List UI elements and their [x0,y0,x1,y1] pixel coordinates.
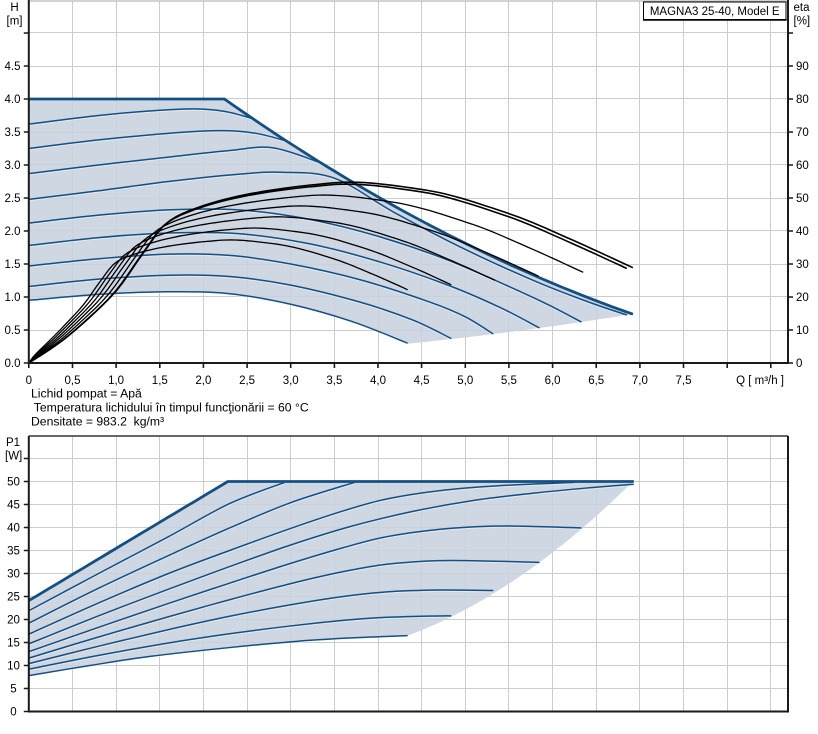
svg-text:40: 40 [7,523,20,535]
svg-text:0: 0 [10,707,16,719]
svg-text:7,5: 7,5 [676,375,692,387]
svg-text:20: 20 [7,615,20,627]
svg-text:0.5: 0.5 [5,325,21,337]
svg-text:1.0: 1.0 [5,292,21,304]
svg-text:3.5: 3.5 [5,127,21,139]
svg-text:6,0: 6,0 [545,375,561,387]
svg-text:10: 10 [7,661,20,673]
svg-text:7,0: 7,0 [632,375,648,387]
svg-text:5,0: 5,0 [457,375,473,387]
svg-text:1,0: 1,0 [108,375,124,387]
svg-text:4.5: 4.5 [5,61,21,73]
svg-text:4,0: 4,0 [370,375,386,387]
svg-text:60: 60 [796,160,809,172]
svg-text:70: 70 [796,127,809,139]
svg-text:1,5: 1,5 [152,375,168,387]
svg-text:40: 40 [796,226,809,238]
svg-text:0,5: 0,5 [65,375,81,387]
svg-text:Q [ m³/h ]: Q [ m³/h ] [736,375,784,387]
svg-text:2.0: 2.0 [5,226,21,238]
svg-text:0: 0 [26,375,32,387]
svg-text:50: 50 [796,193,809,205]
svg-text:30: 30 [7,569,20,581]
svg-text:35: 35 [7,546,20,558]
svg-text:eta: eta [794,2,811,14]
svg-text:50: 50 [7,477,20,489]
svg-text:2.5: 2.5 [5,193,21,205]
svg-text:5: 5 [10,684,16,696]
svg-text:0.0: 0.0 [5,358,21,370]
svg-text:25: 25 [7,592,20,604]
svg-text:Lichid pompat = Apă: Lichid pompat = Apă [31,387,142,401]
svg-text:[m]: [m] [7,16,23,28]
svg-text:3.0: 3.0 [5,160,21,172]
svg-text:20: 20 [796,292,809,304]
svg-text:MAGNA3 25-40, Model E: MAGNA3 25-40, Model E [650,6,780,18]
svg-text:1.5: 1.5 [5,259,21,271]
svg-text:4.0: 4.0 [5,94,21,106]
svg-text:4,5: 4,5 [414,375,430,387]
svg-text:2,0: 2,0 [195,375,211,387]
svg-text:P1: P1 [6,437,20,449]
svg-text:Densitate = 983.2 kg/m³: Densitate = 983.2 kg/m³ [31,414,164,428]
svg-text:2,5: 2,5 [239,375,255,387]
svg-text:15: 15 [7,638,20,650]
svg-text:90: 90 [796,61,809,73]
svg-text:10: 10 [796,325,809,337]
svg-text:6,5: 6,5 [588,375,604,387]
svg-text:[W]: [W] [5,451,22,463]
svg-text:[%]: [%] [794,16,811,28]
svg-text:3,5: 3,5 [326,375,342,387]
svg-text:45: 45 [7,500,20,512]
svg-text:80: 80 [796,94,809,106]
svg-text:0: 0 [796,358,802,370]
svg-text:Temperatura lichidului în timp: Temperatura lichidului în timpul funcţio… [34,401,309,415]
svg-text:5,5: 5,5 [501,375,517,387]
svg-text:30: 30 [796,259,809,271]
svg-text:3,0: 3,0 [283,375,299,387]
svg-text:H: H [10,2,18,14]
